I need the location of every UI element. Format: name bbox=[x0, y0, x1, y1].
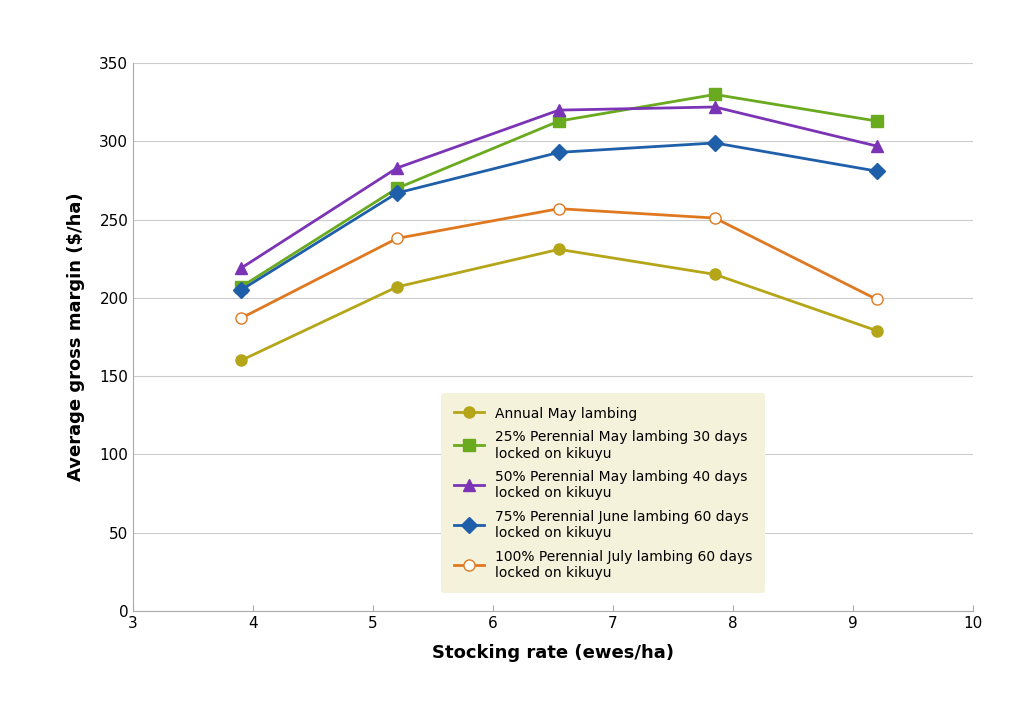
100% Perennial July lambing 60 days
locked on kikuyu bbox=[870, 296, 883, 304]
75% Perennial June lambing 60 days
locked on kikuyu bbox=[234, 286, 247, 294]
Line: 25% Perennial May lambing 30 days
locked on kikuyu: 25% Perennial May lambing 30 days locked… bbox=[236, 89, 883, 293]
Annual May lambing bbox=[234, 356, 247, 364]
50% Perennial May lambing 40 days
locked on kikuyu bbox=[870, 142, 883, 150]
100% Perennial July lambing 60 days
locked on kikuyu bbox=[709, 214, 721, 223]
100% Perennial July lambing 60 days
locked on kikuyu bbox=[234, 314, 247, 322]
75% Perennial June lambing 60 days
locked on kikuyu bbox=[709, 139, 721, 147]
Annual May lambing bbox=[553, 245, 565, 253]
50% Perennial May lambing 40 days
locked on kikuyu bbox=[391, 164, 403, 172]
Annual May lambing bbox=[870, 326, 883, 335]
25% Perennial May lambing 30 days
locked on kikuyu bbox=[234, 283, 247, 291]
100% Perennial July lambing 60 days
locked on kikuyu bbox=[553, 204, 565, 213]
Annual May lambing bbox=[709, 270, 721, 279]
75% Perennial June lambing 60 days
locked on kikuyu bbox=[553, 148, 565, 157]
25% Perennial May lambing 30 days
locked on kikuyu bbox=[870, 117, 883, 125]
50% Perennial May lambing 40 days
locked on kikuyu bbox=[234, 264, 247, 272]
Line: 50% Perennial May lambing 40 days
locked on kikuyu: 50% Perennial May lambing 40 days locked… bbox=[236, 101, 883, 274]
75% Perennial June lambing 60 days
locked on kikuyu bbox=[870, 167, 883, 176]
X-axis label: Stocking rate (ewes/ha): Stocking rate (ewes/ha) bbox=[432, 644, 674, 663]
Legend: Annual May lambing, 25% Perennial May lambing 30 days
locked on kikuyu, 50% Pere: Annual May lambing, 25% Perennial May la… bbox=[441, 393, 765, 593]
25% Perennial May lambing 30 days
locked on kikuyu bbox=[553, 117, 565, 125]
Y-axis label: Average gross margin ($/ha): Average gross margin ($/ha) bbox=[68, 192, 85, 482]
50% Perennial May lambing 40 days
locked on kikuyu bbox=[553, 106, 565, 114]
50% Perennial May lambing 40 days
locked on kikuyu bbox=[709, 102, 721, 111]
Annual May lambing bbox=[391, 283, 403, 291]
Line: 100% Perennial July lambing 60 days
locked on kikuyu: 100% Perennial July lambing 60 days lock… bbox=[236, 203, 883, 324]
25% Perennial May lambing 30 days
locked on kikuyu bbox=[709, 91, 721, 99]
Line: 75% Perennial June lambing 60 days
locked on kikuyu: 75% Perennial June lambing 60 days locke… bbox=[236, 138, 883, 296]
Line: Annual May lambing: Annual May lambing bbox=[236, 244, 883, 366]
75% Perennial June lambing 60 days
locked on kikuyu bbox=[391, 189, 403, 197]
100% Perennial July lambing 60 days
locked on kikuyu bbox=[391, 234, 403, 243]
25% Perennial May lambing 30 days
locked on kikuyu bbox=[391, 184, 403, 192]
